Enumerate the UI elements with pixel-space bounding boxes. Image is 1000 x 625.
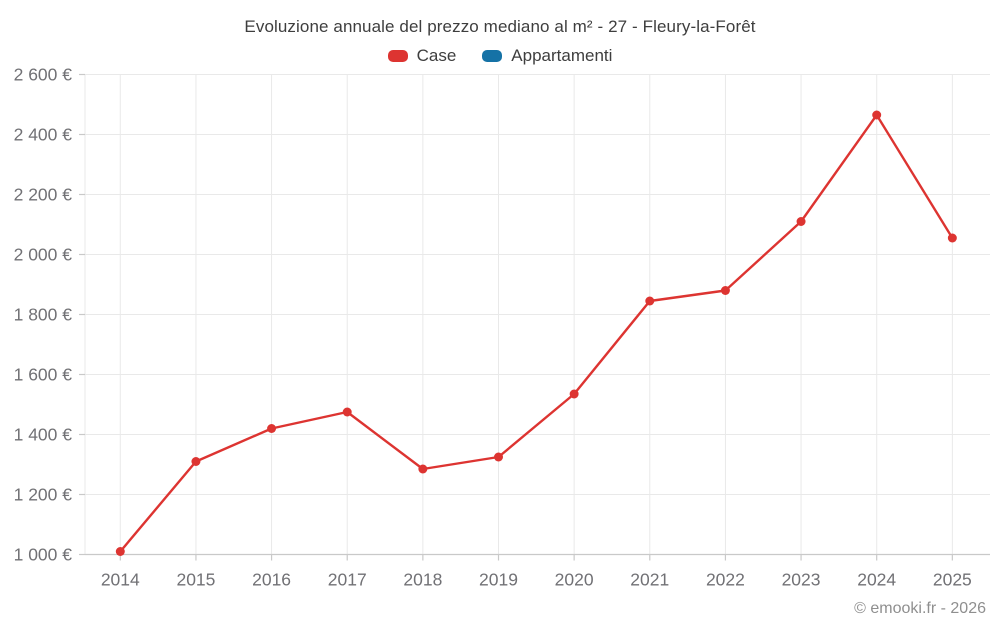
- legend-label-appartamenti: Appartamenti: [511, 46, 613, 65]
- x-tick-label: 2019: [479, 570, 518, 590]
- data-point-2019[interactable]: [494, 452, 503, 462]
- x-tick-label: 2016: [252, 570, 291, 590]
- x-tick-label: 2020: [555, 570, 594, 590]
- x-tick-label: 2021: [630, 570, 669, 590]
- y-tick-label: 2 000 €: [14, 245, 73, 265]
- data-point-2022[interactable]: [720, 286, 730, 295]
- data-point-2021[interactable]: [645, 296, 655, 306]
- x-tick-label: 2022: [706, 570, 745, 590]
- x-tick-label: 2018: [403, 570, 442, 590]
- y-tick-label: 1 400 €: [14, 425, 73, 445]
- x-tick-label: 2023: [782, 570, 821, 590]
- x-tick-label: 2025: [933, 570, 972, 590]
- chart-title: Evoluzione annuale del prezzo mediano al…: [244, 17, 756, 36]
- legend-label-case: Case: [416, 46, 457, 65]
- case-series-swatch-icon: [387, 50, 408, 62]
- y-tick-label: 1 200 €: [14, 485, 73, 505]
- data-point-2024[interactable]: [872, 110, 882, 120]
- legend-item-case[interactable]: Case: [387, 46, 457, 66]
- legend: Case Appartamenti: [0, 46, 1000, 66]
- data-point-2016[interactable]: [267, 424, 277, 433]
- x-tick-label: 2014: [101, 570, 140, 590]
- case-series-line: [119, 113, 954, 553]
- copyright-footer: © emooki.fr - 2026: [854, 600, 986, 617]
- y-tick-label: 1 800 €: [14, 305, 73, 325]
- x-tick-label: 2024: [857, 570, 896, 590]
- x-tick-label: 2017: [328, 570, 367, 590]
- data-point-2014[interactable]: [115, 547, 125, 556]
- x-tick-label: 2015: [176, 570, 215, 590]
- y-tick-label: 1 000 €: [14, 545, 73, 565]
- appartamenti-series-swatch-icon: [482, 50, 503, 62]
- data-point-2017[interactable]: [342, 407, 352, 417]
- data-point-2015[interactable]: [191, 457, 201, 466]
- data-point-2020[interactable]: [569, 389, 579, 399]
- y-tick-label: 2 200 €: [14, 185, 73, 205]
- y-tick-label: 2 400 €: [14, 125, 73, 145]
- data-point-2025[interactable]: [947, 233, 957, 243]
- y-tick-label: 1 600 €: [14, 365, 73, 385]
- data-point-2018[interactable]: [418, 464, 428, 474]
- y-tick-label: 2 600 €: [14, 65, 73, 85]
- legend-item-appartamenti[interactable]: Appartamenti: [482, 46, 612, 66]
- data-point-2023[interactable]: [796, 217, 806, 226]
